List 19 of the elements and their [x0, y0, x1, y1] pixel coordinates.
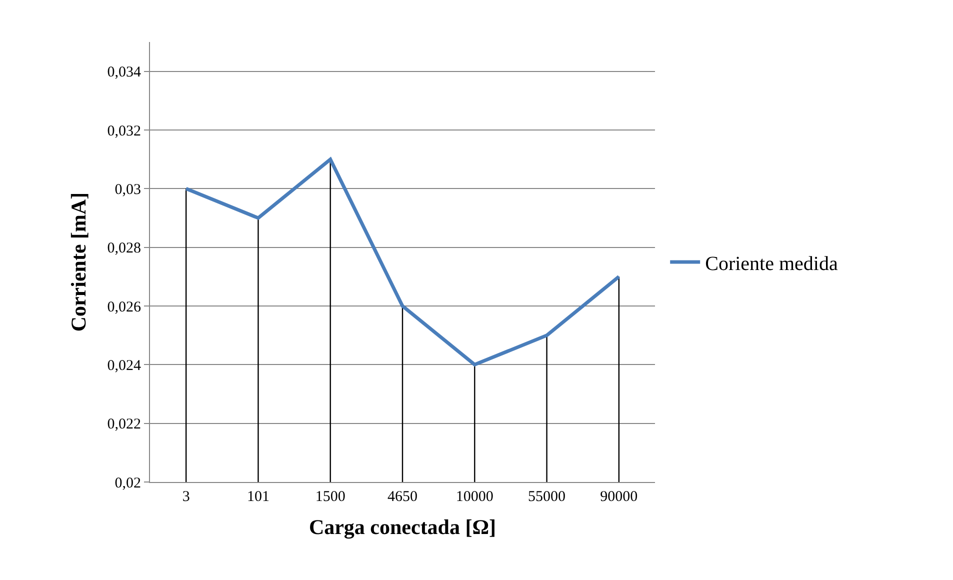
x-tick-label: 90000	[600, 489, 638, 505]
y-tick-label: 0,022	[107, 416, 141, 433]
y-tick-label: 0,03	[114, 182, 141, 198]
y-axis-title: Corriente [mA]	[66, 192, 90, 332]
x-tick-label: 101	[246, 489, 270, 505]
y-tick-label: 0,034	[107, 64, 142, 81]
line-series	[184, 158, 621, 366]
y-tick-label: 0,032	[107, 123, 141, 140]
legend-label: Coriente medida	[705, 252, 838, 275]
x-tick-label: 1500	[315, 489, 346, 505]
x-tick-label: 55000	[528, 489, 566, 505]
x-axis-title: Carga conectada [Ω]	[308, 515, 496, 540]
x-tick-label: 3	[182, 489, 190, 505]
y-tick-label: 0,026	[107, 299, 142, 316]
y-tick-label: 0,02	[114, 475, 141, 492]
x-tick-label: 10000	[456, 489, 494, 505]
y-tick-label: 0,028	[107, 240, 141, 257]
x-tick-label: 4650	[388, 489, 418, 505]
y-tick-label: 0,024	[107, 358, 142, 374]
